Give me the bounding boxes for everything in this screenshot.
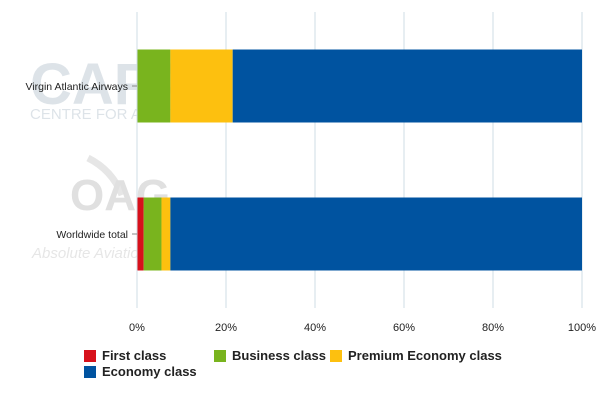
- x-tick-label: 100%: [568, 322, 596, 334]
- legend-label: First class: [102, 348, 167, 363]
- legend-item: Economy class: [84, 364, 197, 379]
- x-tick-label: 20%: [215, 322, 237, 334]
- bar-segment: [137, 197, 144, 271]
- category-label: Worldwide total: [56, 229, 128, 241]
- oag-watermark-tagline: Absolute Aviation: [31, 245, 147, 262]
- bar-segment: [170, 49, 233, 123]
- bar-segment: [161, 197, 171, 271]
- bar-segment: [143, 197, 162, 271]
- x-tick-label: 60%: [393, 322, 415, 334]
- legend-label: Premium Economy class: [348, 348, 502, 363]
- bar-segment: [170, 197, 582, 271]
- axes: 0% 20% 40% 60% 80% 100% Virgin Atlantic Airway…: [25, 12, 596, 334]
- legend-swatch: [214, 349, 226, 362]
- x-tick-label: 40%: [304, 322, 326, 334]
- legend-swatch: [84, 365, 96, 378]
- x-tick-label: 0%: [129, 322, 145, 334]
- legend-item: Business class: [214, 348, 326, 363]
- legend-swatch: [330, 349, 342, 362]
- bar-segment: [137, 49, 171, 123]
- legend-label: Business class: [232, 348, 326, 363]
- x-tick-label: 80%: [482, 322, 504, 334]
- legend-item: Premium Economy class: [330, 348, 502, 363]
- category-label: Virgin Atlantic Airways: [25, 81, 128, 93]
- legend-item: First class: [84, 348, 166, 363]
- legend-swatch: [84, 349, 96, 362]
- legend-label: Economy class: [102, 364, 197, 379]
- bar-segment: [232, 49, 583, 123]
- bars: [137, 49, 583, 271]
- oag-swoosh-icon: [86, 154, 126, 197]
